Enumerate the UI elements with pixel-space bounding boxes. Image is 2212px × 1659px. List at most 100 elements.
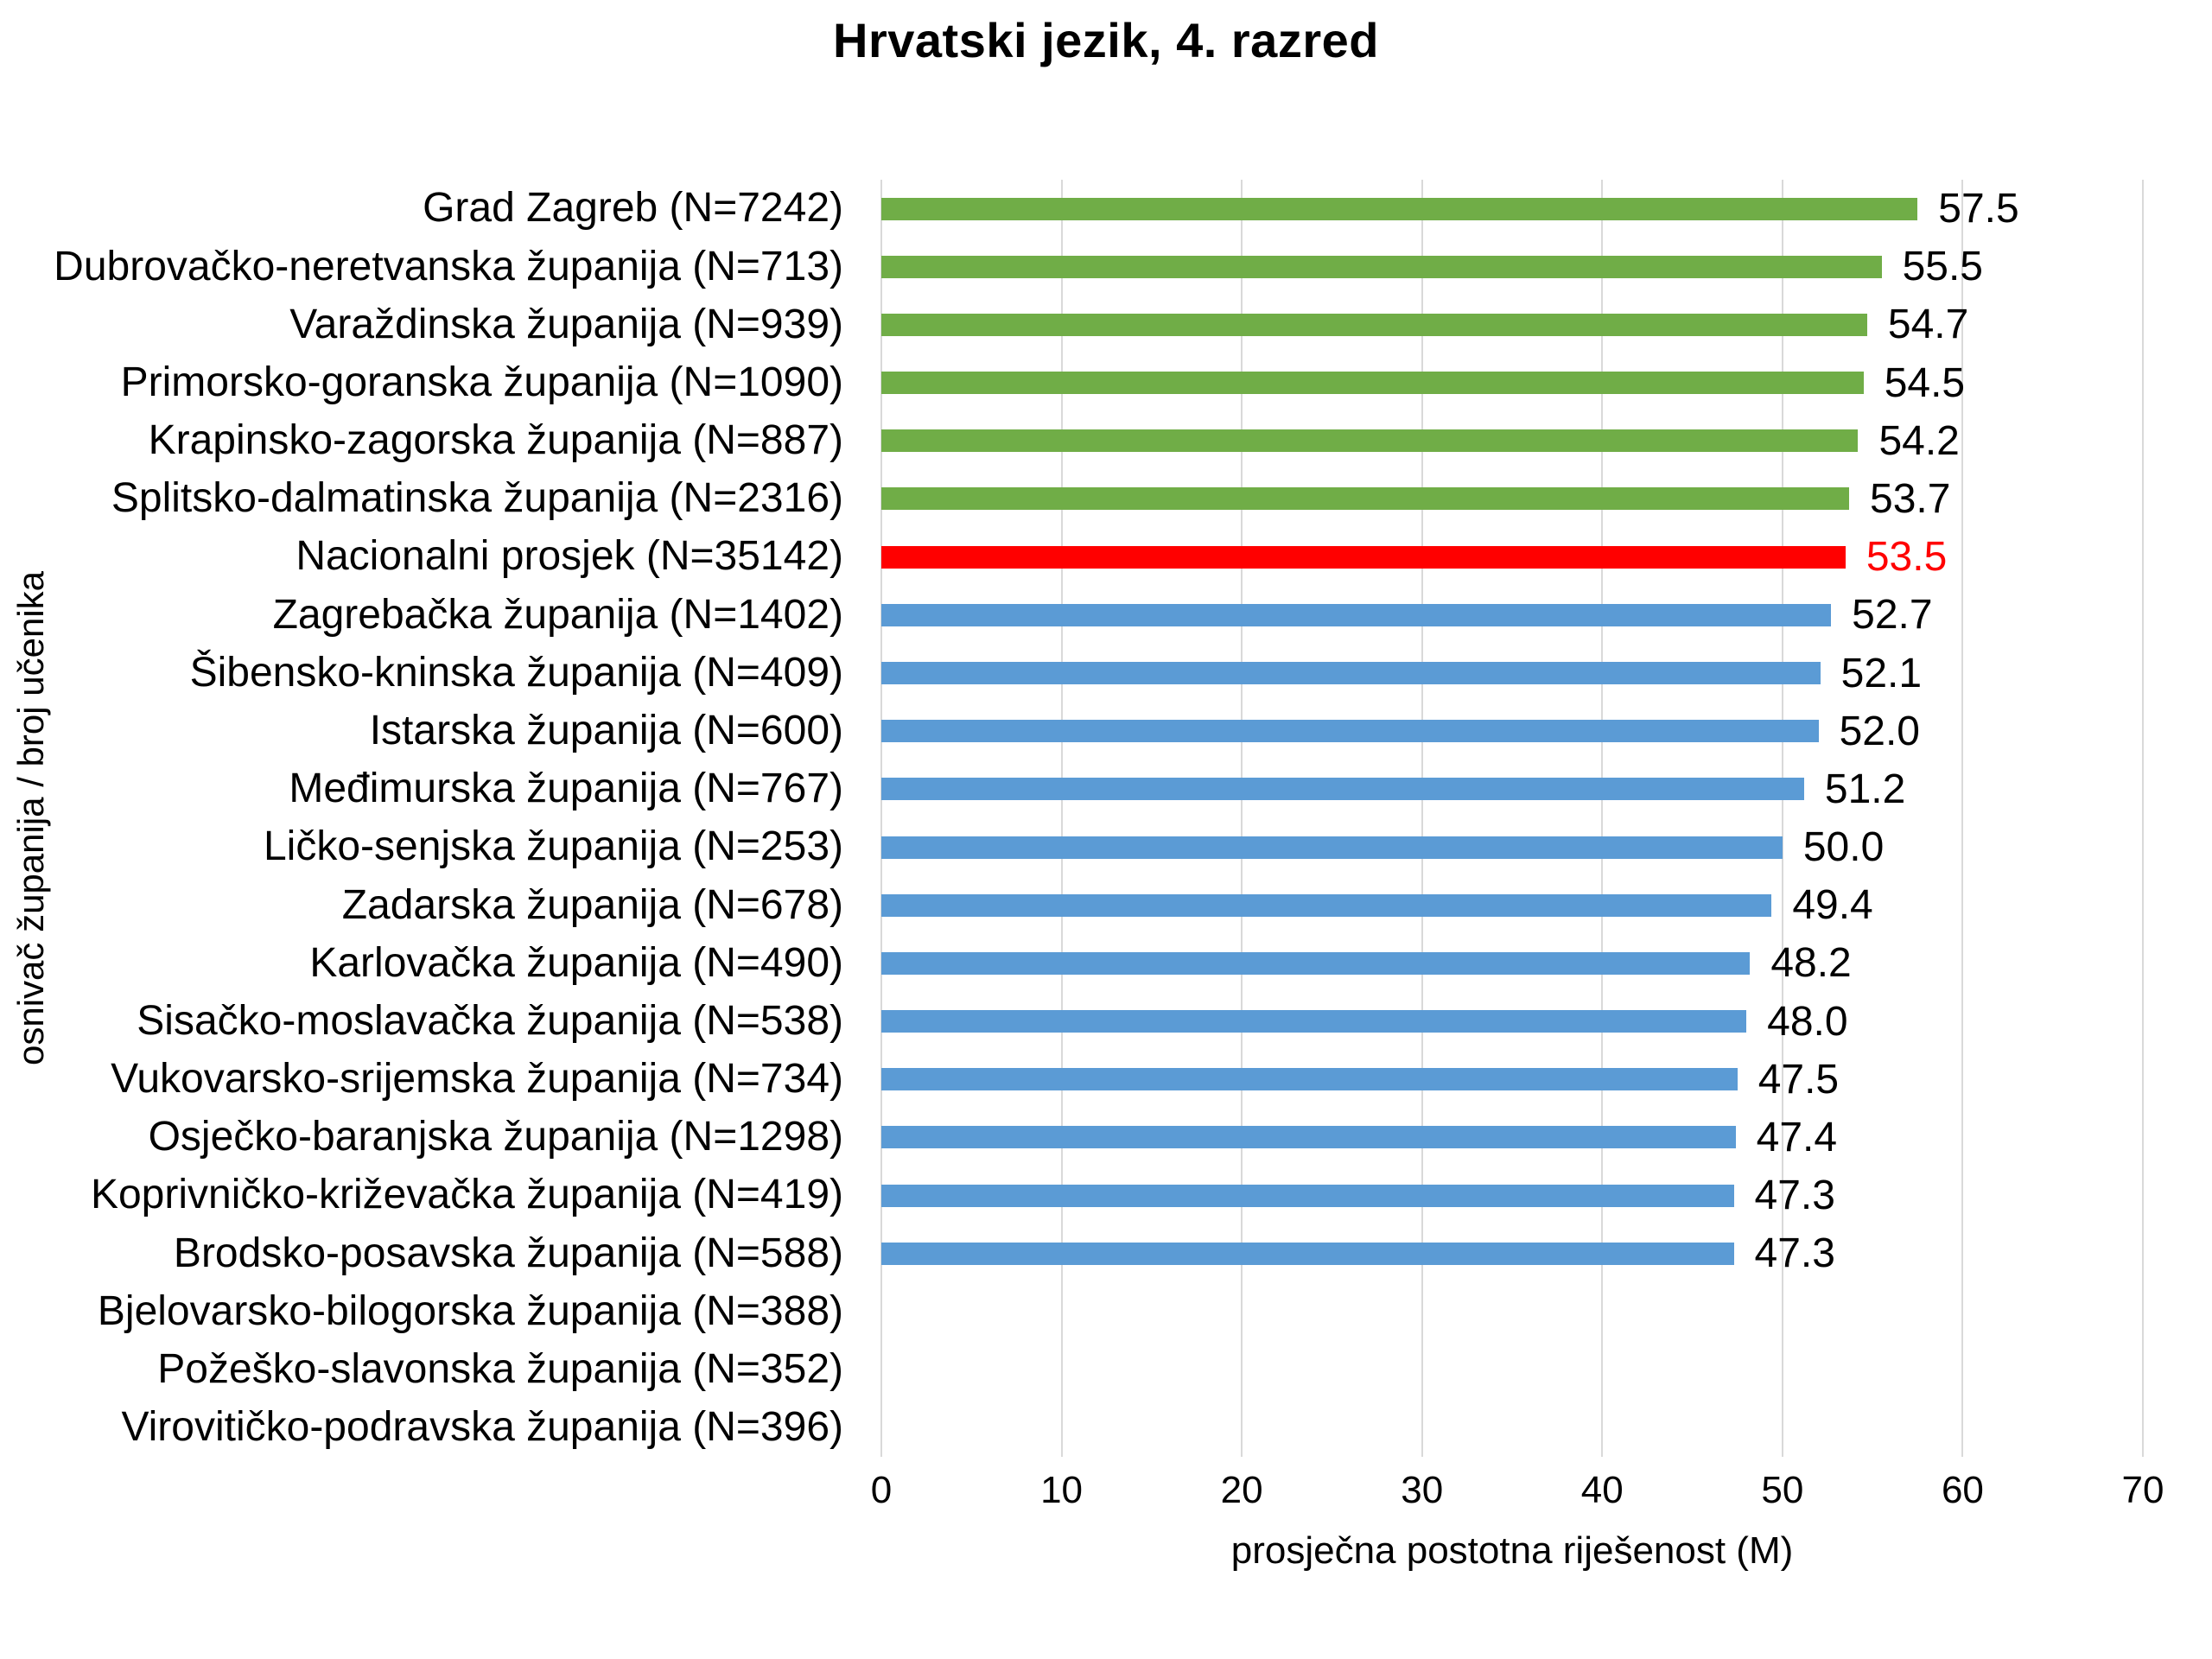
bar-track: 51.2: [881, 760, 2143, 818]
gridline: [1060, 180, 1063, 1457]
x-tick-label: 0: [870, 1469, 893, 1511]
category-label: Osječko-baranjska županija (N=1298): [148, 1114, 843, 1160]
bar-track: 57.5: [881, 180, 2143, 238]
category-label: Karlovačka županija (N=490): [309, 939, 843, 986]
value-label: 48.2: [1770, 940, 1852, 987]
category-label: Požeško-slavonska županija (N=352): [157, 1346, 843, 1393]
gridline: [1241, 180, 1243, 1457]
chart-rows: Grad Zagreb (N=7242) 57.5 Dubrovačko-neret…: [0, 180, 2212, 1457]
bar-track: 49.4: [881, 876, 2143, 934]
value-label: 52.1: [1840, 650, 1923, 696]
chart-row: Vukovarsko-srijemska županija (N=734) 47.…: [0, 1051, 2212, 1109]
bar: [881, 255, 1882, 278]
x-axis-ticks: 0 10 20 30 40 50 60 70: [871, 1469, 2164, 1521]
value-label: 49.4: [1792, 882, 1873, 929]
value-label: 47.5: [1758, 1056, 1840, 1103]
gridline: [1421, 180, 1423, 1457]
value-label: 47.3: [1754, 1230, 1835, 1277]
value-label: 53.5: [1866, 534, 1948, 581]
y-axis-title: osnivač županija / broj učenika: [10, 571, 51, 1066]
bar-track: 54.5: [881, 354, 2143, 412]
bar-track: [881, 1282, 2143, 1340]
bar-track: 50.0: [881, 818, 2143, 876]
bar-track: 53.7: [881, 470, 2143, 528]
category-label: Virovitičko-podravska županija (N=396): [121, 1404, 843, 1451]
value-label: 50.0: [1802, 824, 1885, 871]
x-tick-label: 30: [1401, 1469, 1444, 1511]
bar: [881, 1010, 1747, 1033]
chart-row: Karlovačka županija (N=490) 48.2: [0, 934, 2212, 992]
category-label: Grad Zagreb (N=7242): [423, 185, 843, 232]
bar-track: 52.7: [881, 586, 2143, 644]
chart-row: Sisačko-moslavačka županija (N=538) 48.0: [0, 993, 2212, 1051]
value-label: 54.2: [1878, 417, 1960, 464]
chart-title: Hrvatski jezik, 4. razred: [833, 13, 1379, 67]
bar: [881, 778, 1804, 801]
bar: [881, 836, 1783, 859]
category-label: Ličko-senjska županija (N=253): [263, 823, 843, 870]
category-label: Nacionalni prosjek (N=35142): [296, 533, 843, 580]
bar-track: 52.0: [881, 702, 2143, 760]
value-label: 55.5: [1902, 244, 1983, 290]
category-label: Sisačko-moslavačka županija (N=538): [137, 997, 843, 1044]
bar: [881, 1126, 1736, 1149]
bar: [881, 662, 1821, 685]
category-label: Splitsko-dalmatinska županija (N=2316): [111, 475, 843, 522]
value-label: 52.7: [1852, 592, 1933, 639]
chart-row: Brodsko-posavska županija (N=588) 47.3: [0, 1224, 2212, 1282]
chart-row: Primorsko-goranska županija (N=1090) 54.5: [0, 354, 2212, 412]
chart-row: Šibensko-kninska županija (N=409) 52.1: [0, 644, 2212, 702]
bar: [881, 197, 1918, 220]
bar-track: 47.4: [881, 1109, 2143, 1166]
bar: [881, 720, 1819, 743]
x-tick-label: 70: [2121, 1469, 2164, 1511]
category-label: Brodsko-posavska županija (N=588): [173, 1230, 843, 1276]
category-label: Primorsko-goranska županija (N=1090): [120, 359, 843, 405]
category-label: Krapinsko-zagorska županija (N=887): [148, 417, 843, 464]
chart-row: Splitsko-dalmatinska županija (N=2316) 53…: [0, 470, 2212, 528]
category-label: Koprivničko-križevačka županija (N=419): [90, 1172, 843, 1218]
category-label: Istarska županija (N=600): [369, 708, 843, 754]
category-label: Dubrovačko-neretvanska županija (N=713): [54, 243, 843, 289]
value-label: 53.7: [1870, 475, 1951, 522]
bar: [881, 313, 1867, 336]
chart-row: Varaždinska županija (N=939) 54.7: [0, 296, 2212, 353]
value-label: 51.2: [1824, 766, 1906, 812]
x-tick-label: 10: [1040, 1469, 1084, 1511]
bar-track: 54.7: [881, 296, 2143, 353]
chart-row: Požeško-slavonska županija (N=352): [0, 1341, 2212, 1399]
bar: [881, 429, 1859, 453]
x-axis-title: prosječna postotna riješenost (M): [1230, 1529, 1794, 1572]
chart-row: Koprivničko-križevačka županija (N=419) 4…: [0, 1166, 2212, 1224]
gridline: [1781, 180, 1783, 1457]
category-label: Zagrebačka županija (N=1402): [272, 591, 843, 638]
bar-track: 47.3: [881, 1224, 2143, 1282]
chart-row: Nacionalni prosjek (N=35142) 53.5: [0, 528, 2212, 586]
bar: [881, 893, 1772, 917]
x-tick-label: 20: [1220, 1469, 1263, 1511]
bar: [881, 1068, 1738, 1091]
bar-track: 53.5: [881, 528, 2143, 586]
bar-track: 48.2: [881, 934, 2143, 992]
chart-row: Bjelovarsko-bilogorska županija (N=388): [0, 1282, 2212, 1340]
bar: [881, 603, 1832, 626]
bar-track: 47.3: [881, 1166, 2143, 1224]
category-label: Šibensko-kninska županija (N=409): [189, 649, 843, 696]
bar: [881, 372, 1864, 395]
chart-row: Virovitičko-podravska županija (N=396): [0, 1399, 2212, 1457]
value-label: 52.0: [1839, 708, 1920, 754]
value-label: 47.3: [1754, 1173, 1835, 1219]
bar-track: [881, 1341, 2143, 1399]
value-label: 54.7: [1887, 302, 1969, 348]
chart-row: Osječko-baranjska županija (N=1298) 47.4: [0, 1109, 2212, 1166]
chart-row: Ličko-senjska županija (N=253) 50.0: [0, 818, 2212, 876]
chart-row: Grad Zagreb (N=7242) 57.5: [0, 180, 2212, 238]
value-label: 57.5: [1938, 186, 2019, 232]
gridline: [1961, 180, 1964, 1457]
chart-row: Zadarska županija (N=678) 49.4: [0, 876, 2212, 934]
gridline: [880, 180, 882, 1457]
x-tick-label: 40: [1580, 1469, 1624, 1511]
bar: [881, 951, 1751, 975]
category-label: Varaždinska županija (N=939): [289, 301, 843, 347]
